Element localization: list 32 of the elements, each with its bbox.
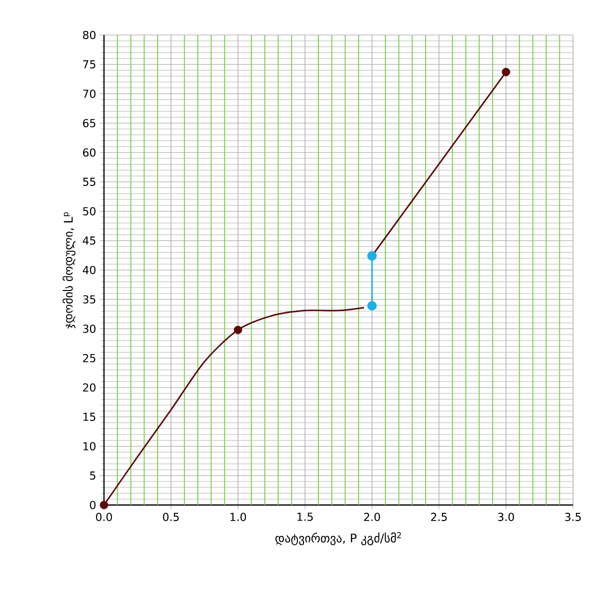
y-tick-label: 70 (83, 90, 96, 98)
y-tick-label: 20 (83, 383, 96, 392)
y-tick-label: 60 (83, 148, 96, 157)
x-tick-label: 0.5 (163, 512, 179, 522)
x-axis-title: დატვირთვა, P კგძ/სმ$^{2}$ (275, 532, 401, 546)
y-tick-label: 45 (82, 236, 96, 245)
x-tick-label: 1.5 (297, 512, 313, 521)
x-tick-label: 3.0 (498, 512, 514, 522)
y-tick-label: 10 (83, 442, 96, 450)
x-tick-label: 1.0 (230, 512, 246, 522)
y-tick-label: 35 (83, 295, 96, 304)
y-tick-label: 25 (83, 354, 96, 362)
y-tick-label: 30 (83, 324, 96, 333)
x-tick-label: 2.5 (431, 512, 447, 522)
point (502, 68, 510, 76)
y-tick-label: 15 (83, 412, 96, 421)
point (367, 301, 377, 311)
y-axis-title: ჯდომის მოდული, L$^{p}$ (62, 212, 76, 329)
y-tick-label: 80 (83, 30, 96, 40)
x-tick-label: 3.5 (565, 512, 581, 522)
x-tick-label: 2.0 (364, 512, 380, 522)
y-tick-label: 5 (90, 472, 96, 480)
point (234, 326, 242, 334)
point (367, 251, 377, 261)
point (100, 500, 108, 510)
x-tick-label: 0.0 (96, 512, 112, 522)
y-tick-label: 65 (83, 118, 96, 128)
y-tick-label: 0 (90, 500, 96, 510)
y-tick-label: 75 (83, 60, 96, 68)
y-tick-label: 55 (83, 178, 96, 186)
y-tick-label: 40 (82, 266, 96, 274)
y-tick-label: 50 (83, 207, 96, 216)
